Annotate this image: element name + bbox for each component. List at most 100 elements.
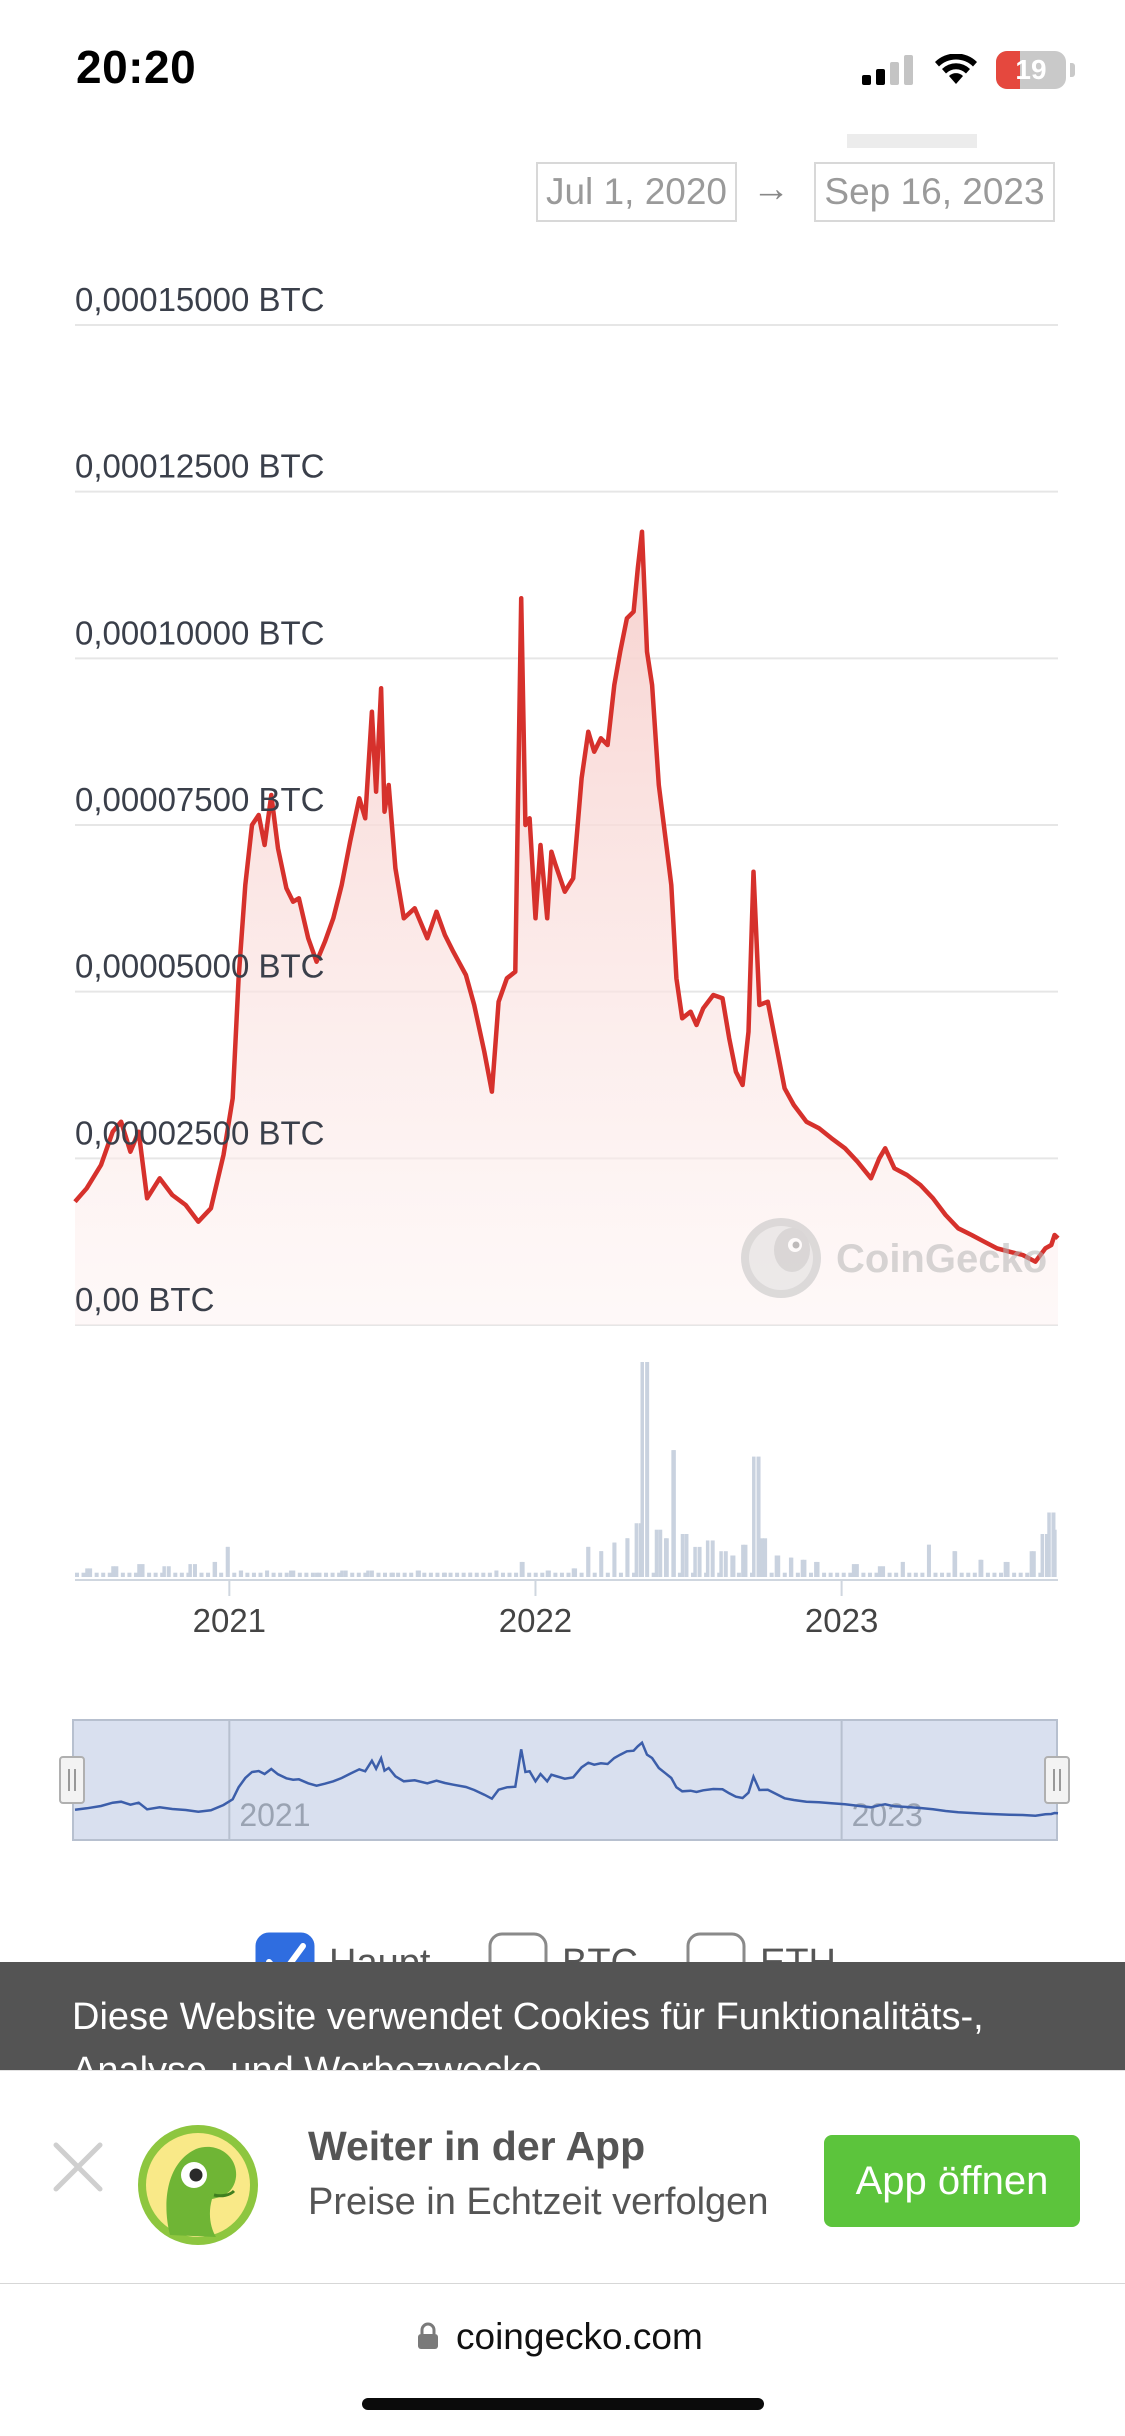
volume-bar	[605, 1572, 610, 1577]
y-tick-label: 0,00015000 BTC	[75, 281, 325, 318]
home-indicator	[362, 2398, 764, 2410]
volume-bar	[632, 1572, 637, 1577]
volume-bar	[579, 1572, 584, 1577]
volume-bar	[127, 1572, 132, 1577]
volume-bar	[1053, 1529, 1057, 1577]
volume-bar	[417, 1570, 421, 1577]
volume-bar	[366, 1570, 370, 1577]
status-icons: 19	[862, 50, 1075, 90]
volume-bar	[663, 1538, 668, 1577]
volume-bar	[265, 1570, 270, 1577]
navigator-right-handle[interactable]	[1044, 1756, 1070, 1804]
x-axis	[75, 1579, 1058, 1596]
battery-icon: 19	[996, 51, 1066, 89]
volume-bar	[120, 1572, 125, 1577]
volume-bar	[310, 1572, 315, 1577]
volume-bar	[179, 1572, 184, 1577]
volume-bar	[448, 1572, 453, 1577]
volume-bar	[920, 1572, 925, 1577]
watermark-text: CoinGecko	[836, 1237, 1047, 1281]
volume-bar	[192, 1564, 197, 1577]
coingecko-watermark: CoinGecko	[741, 1218, 1047, 1298]
volume-bar	[147, 1572, 152, 1577]
volume-bar	[173, 1572, 178, 1577]
coingecko-logo-icon	[138, 2125, 258, 2245]
volume-bar	[278, 1572, 283, 1577]
volume-bar	[474, 1572, 479, 1577]
volume-bar	[81, 1572, 86, 1577]
volume-bar	[271, 1572, 276, 1577]
volume-bar	[743, 1544, 748, 1577]
volume-bar	[461, 1572, 466, 1577]
volume-bar	[749, 1572, 754, 1577]
volume-bar	[992, 1572, 997, 1577]
volume-bar	[1025, 1572, 1030, 1577]
volume-bar	[487, 1572, 492, 1577]
volume-bar	[736, 1572, 741, 1577]
volume-bar	[978, 1559, 982, 1577]
date-to-input[interactable]: Sep 16, 2023	[814, 162, 1055, 222]
volume-bar	[324, 1572, 329, 1577]
volume-bar	[343, 1570, 348, 1577]
url-domain[interactable]: coingecko.com	[456, 2316, 703, 2357]
volume-bar	[946, 1572, 951, 1577]
volume-bar	[481, 1572, 486, 1577]
volume-bar	[985, 1572, 990, 1577]
volume-bar	[88, 1568, 93, 1577]
volume-bar	[383, 1572, 388, 1577]
volume-bar	[284, 1572, 289, 1577]
volume-bar	[514, 1572, 519, 1577]
open-app-button[interactable]: App öffnen	[824, 2135, 1080, 2227]
status-bar: 20:20 19	[0, 0, 1125, 135]
volume-bar	[1038, 1572, 1043, 1577]
volume-bar	[133, 1572, 138, 1577]
volume-bar	[219, 1572, 224, 1577]
volume-bar	[356, 1572, 361, 1577]
volume-bar	[741, 1544, 745, 1577]
cookie-banner: Diese Website verwendet Cookies für Funk…	[0, 1962, 1125, 2070]
volume-bar	[304, 1572, 309, 1577]
volume-bar	[940, 1572, 945, 1577]
y-tick-label: 0,00007500 BTC	[75, 781, 325, 818]
volume-bar	[137, 1564, 141, 1577]
volume-bar	[756, 1456, 761, 1577]
volume-bar	[586, 1546, 591, 1577]
volume-bar	[680, 1534, 685, 1577]
volume-bar	[645, 1503, 650, 1577]
volume-bar	[315, 1572, 319, 1577]
navigator-left-handle[interactable]	[59, 1756, 85, 1804]
app-banner-subtitle: Preise in Echtzeit verfolgen	[308, 2181, 769, 2223]
range-navigator[interactable]: 2021 2023	[59, 1719, 1070, 1841]
y-tick-label: 0,00010000 BTC	[75, 614, 325, 651]
volume-bar	[258, 1572, 263, 1577]
date-from-input[interactable]: Jul 1, 2020	[536, 162, 737, 222]
close-icon[interactable]	[50, 2139, 106, 2195]
volume-bar	[625, 1538, 629, 1577]
volume-bar	[822, 1572, 827, 1577]
volume-bar	[1005, 1561, 1010, 1577]
volume-bar	[966, 1572, 971, 1577]
y-tick-label: 0,00002500 BTC	[75, 1114, 325, 1151]
volume-bar	[599, 1551, 603, 1577]
volume-bar	[933, 1572, 938, 1577]
y-tick-label: 0,00 BTC	[75, 1281, 214, 1318]
y-tick-label: 0,00005000 BTC	[75, 948, 325, 985]
volume-bar	[645, 1362, 650, 1577]
volume-bar	[94, 1572, 99, 1577]
volume-bar	[723, 1551, 728, 1577]
volume-bar	[85, 1568, 89, 1577]
volume-bar	[251, 1572, 256, 1577]
volume-bar	[913, 1572, 918, 1577]
volume-bar	[140, 1564, 145, 1577]
volume-bar	[848, 1572, 853, 1577]
volume-bar	[350, 1572, 355, 1577]
volume-bar	[111, 1566, 115, 1577]
volume-bar	[396, 1572, 401, 1577]
date-range-arrow: →	[752, 168, 790, 210]
x-tick-label: 2021	[193, 1602, 266, 1639]
volume-bar	[640, 1362, 644, 1577]
url-bar[interactable]	[0, 2284, 1125, 2436]
volume-bar	[774, 1555, 779, 1577]
volume-bar	[540, 1572, 545, 1577]
